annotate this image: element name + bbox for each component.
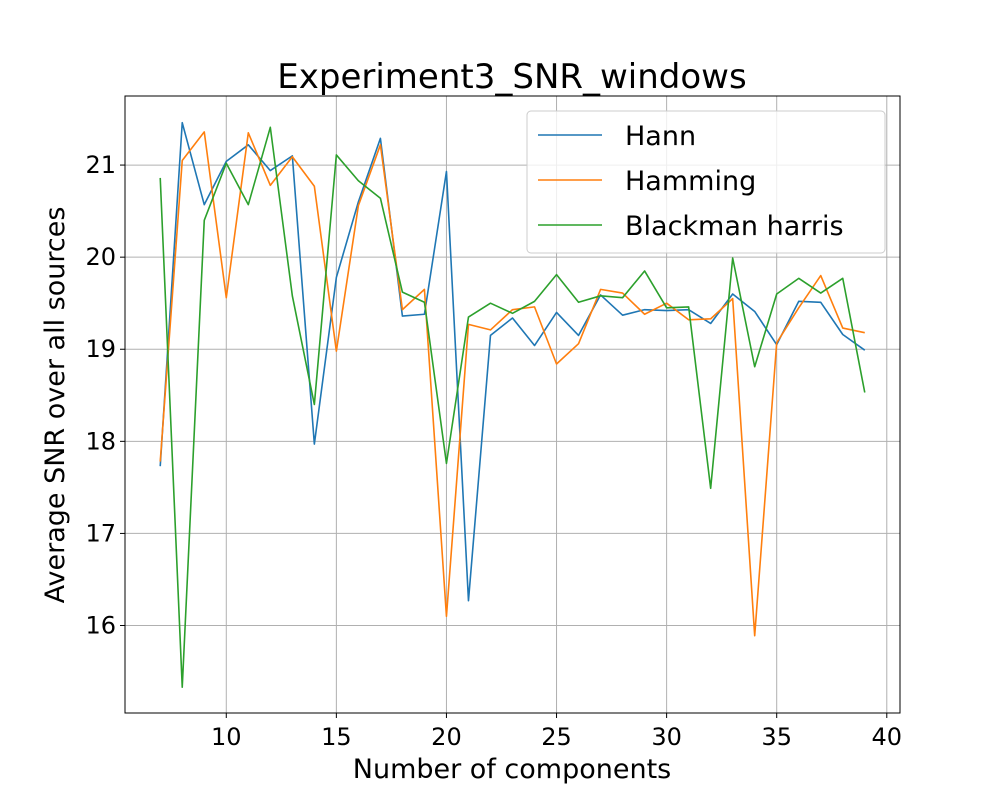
x-tick-label: 20 [431, 723, 462, 751]
y-axis-label: Average SNR over all sources [40, 207, 71, 604]
y-tick-label: 21 [85, 151, 116, 179]
legend-label-hamming: Hamming [625, 166, 756, 197]
y-tick-label: 18 [85, 427, 116, 455]
x-axis-label: Number of components [353, 754, 671, 785]
series-line-hann [159, 121, 866, 602]
series-line-hamming [159, 131, 865, 637]
legend-label-blackman-harris: Blackman harris [625, 211, 844, 242]
y-tick-label: 16 [85, 612, 116, 640]
chart-title: Experiment3_SNR_windows [277, 57, 746, 97]
legend-box [526, 110, 886, 254]
x-axis-ticks: 10 15 20 25 30 35 40 [211, 713, 902, 751]
x-tick-label: 35 [761, 723, 792, 751]
series-line-blackman-harris [159, 126, 866, 689]
legend-label-hann: Hann [625, 121, 696, 152]
x-tick-label: 30 [651, 723, 682, 751]
x-tick-label: 40 [872, 723, 903, 751]
series-lines [159, 121, 866, 689]
gridlines [125, 96, 900, 713]
y-tick-label: 20 [85, 243, 116, 271]
y-axis-ticks: 16 17 18 19 20 21 [85, 151, 125, 640]
x-tick-label: 25 [541, 723, 572, 751]
y-tick-label: 17 [85, 519, 116, 547]
x-tick-label: 15 [321, 723, 352, 751]
legend: Hann Hamming Blackman harris [526, 110, 886, 254]
y-tick-label: 19 [85, 335, 116, 363]
plot-area-frame [124, 95, 901, 714]
x-tick-label: 10 [211, 723, 242, 751]
